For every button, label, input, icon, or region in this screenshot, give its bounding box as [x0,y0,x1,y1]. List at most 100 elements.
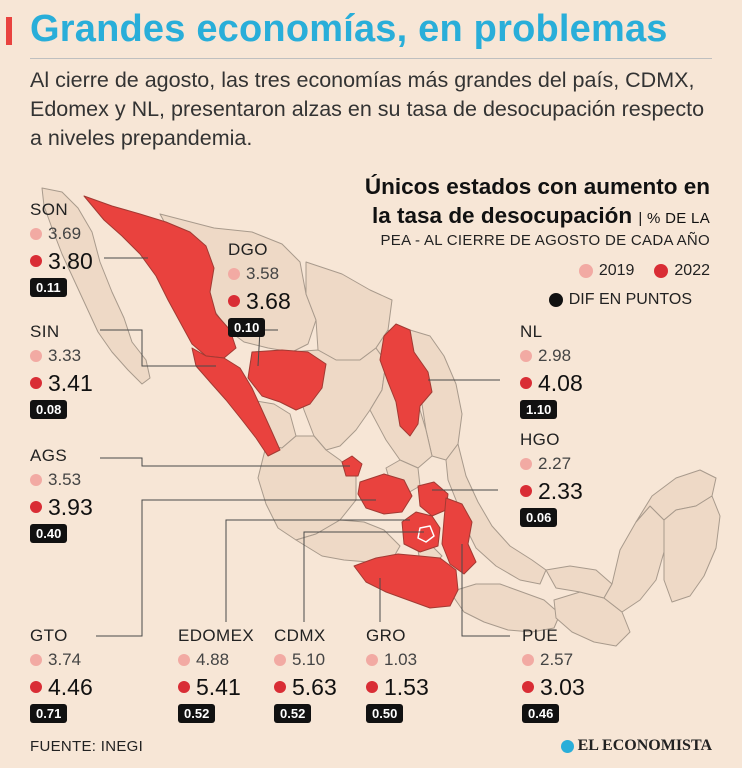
value-2022: 3.93 [48,494,93,520]
state-shape-gto [357,473,413,515]
value-2019: 1.03 [384,650,418,669]
brand-icon [560,739,574,753]
diff-badge: 0.08 [30,400,68,419]
state-name: HGO [520,430,560,449]
value-2022: 3.03 [540,674,585,700]
state-shape-nl [379,323,433,437]
dot-2022-icon [30,681,42,693]
value-2019: 3.74 [48,650,82,669]
state-name: PUE [522,626,559,645]
dot-2019-icon [30,474,42,486]
value-2022: 3.80 [48,248,93,274]
legend-diff-label: DIF EN PUNTOS [568,291,692,308]
dot-2022-icon [30,255,42,267]
diff-badge: 0.06 [520,508,558,527]
chart-subtitle-a: | % DE LA [638,210,710,227]
chart-title: Únicos estados con aumento en la tasa de… [365,172,710,233]
leader-line-gto [96,499,376,637]
value-2019: 5.10 [292,650,326,669]
state-block-dgo: DGO 3.58 3.68 0.10 [228,238,291,337]
brand-logo: EL ECONOMISTA [560,737,712,755]
value-2019: 3.69 [48,224,82,243]
dot-2019-icon [522,654,534,666]
state-shape-dgo [247,349,327,411]
region-campeche [603,505,665,613]
value-2019: 2.27 [538,454,572,473]
region-quintana-roo [663,495,721,603]
leader-line-edomex [225,519,410,622]
dot-2019-icon [274,654,286,666]
dot-2022-icon [228,295,240,307]
diff-badge: 0.46 [522,704,560,723]
region-michoacan [295,519,401,563]
dot-2022-icon [522,681,534,693]
chart-title-line2-text: la tasa de desocupación [372,203,633,228]
value-2019: 2.57 [540,650,574,669]
brand-name: EL ECONOMISTA [577,737,712,754]
state-block-pue: PUE 2.57 3.03 0.46 [522,624,585,723]
region-oaxaca [449,583,561,633]
dot-2022-icon [178,681,190,693]
value-2019: 3.53 [48,470,82,489]
state-shape-pue [441,497,477,575]
legend-2022-label: 2022 [674,262,710,279]
dot-2019-icon [520,350,532,362]
source-note: FUENTE: INEGI [30,738,144,755]
leader-line-sin [100,329,216,367]
legend-diff-dot-icon [548,293,563,307]
dot-2022-icon [274,681,286,693]
diff-badge: 1.10 [520,400,558,419]
state-block-son: SON 3.69 3.80 0.11 [30,198,93,297]
title-accent-bar [6,17,12,45]
value-2019: 2.98 [538,346,572,365]
value-2022: 5.63 [292,674,337,700]
state-shape-hgo [417,481,449,517]
state-shape-sin [191,347,281,457]
dot-2019-icon [228,268,240,280]
state-block-nl: NL 2.98 4.08 1.10 [520,320,583,419]
state-name: DGO [228,240,268,259]
dot-2019-icon [366,654,378,666]
dot-2022-icon [30,501,42,513]
leader-line-pue [461,544,510,637]
state-name: NL [520,322,543,341]
page-title: Grandes economías, en problemas [30,8,668,50]
chart-title-line2: la tasa de desocupación | % DE LA [365,201,710,233]
state-name: SIN [30,322,60,341]
state-shape-gro [353,553,459,609]
region-baja-california [41,187,151,385]
state-block-sin: SIN 3.33 3.41 0.08 [30,320,93,419]
state-name: GRO [366,626,406,645]
diff-badge: 0.71 [30,704,68,723]
dot-2022-icon [30,377,42,389]
value-2022: 1.53 [384,674,429,700]
legend-years: 2019 2022 [578,262,710,280]
state-name: SON [30,200,69,219]
state-block-ags: AGS 3.53 3.93 0.40 [30,444,93,543]
dot-2019-icon [520,458,532,470]
state-shape-ags [341,455,363,477]
legend-diff: DIF EN PUNTOS [548,291,692,309]
leader-line-cdmx [303,531,424,622]
diff-badge: 0.40 [30,524,68,543]
value-2022: 4.08 [538,370,583,396]
state-name: EDOMEX [178,626,255,645]
legend-2022-dot-icon [654,264,669,278]
diff-badge: 0.10 [228,318,266,337]
value-2022: 4.46 [48,674,93,700]
intro-text: Al cierre de agosto, las tres economías … [30,68,705,150]
state-shape-son [83,195,237,359]
dot-2019-icon [30,350,42,362]
diff-badge: 0.52 [178,704,216,723]
state-name: GTO [30,626,68,645]
state-block-edomex: EDOMEX 4.88 5.41 0.52 [178,624,254,723]
dot-2019-icon [178,654,190,666]
dot-2019-icon [30,654,42,666]
value-2019: 4.88 [196,650,230,669]
state-block-gto: GTO 3.74 4.46 0.71 [30,624,93,723]
diff-badge: 0.50 [366,704,404,723]
state-block-gro: GRO 1.03 1.53 0.50 [366,624,429,723]
chart-subtitle-b: PEA - AL CIERRE DE AGOSTO DE CADA AÑO [380,232,710,249]
chart-title-line1: Únicos estados con aumento en [364,174,710,199]
